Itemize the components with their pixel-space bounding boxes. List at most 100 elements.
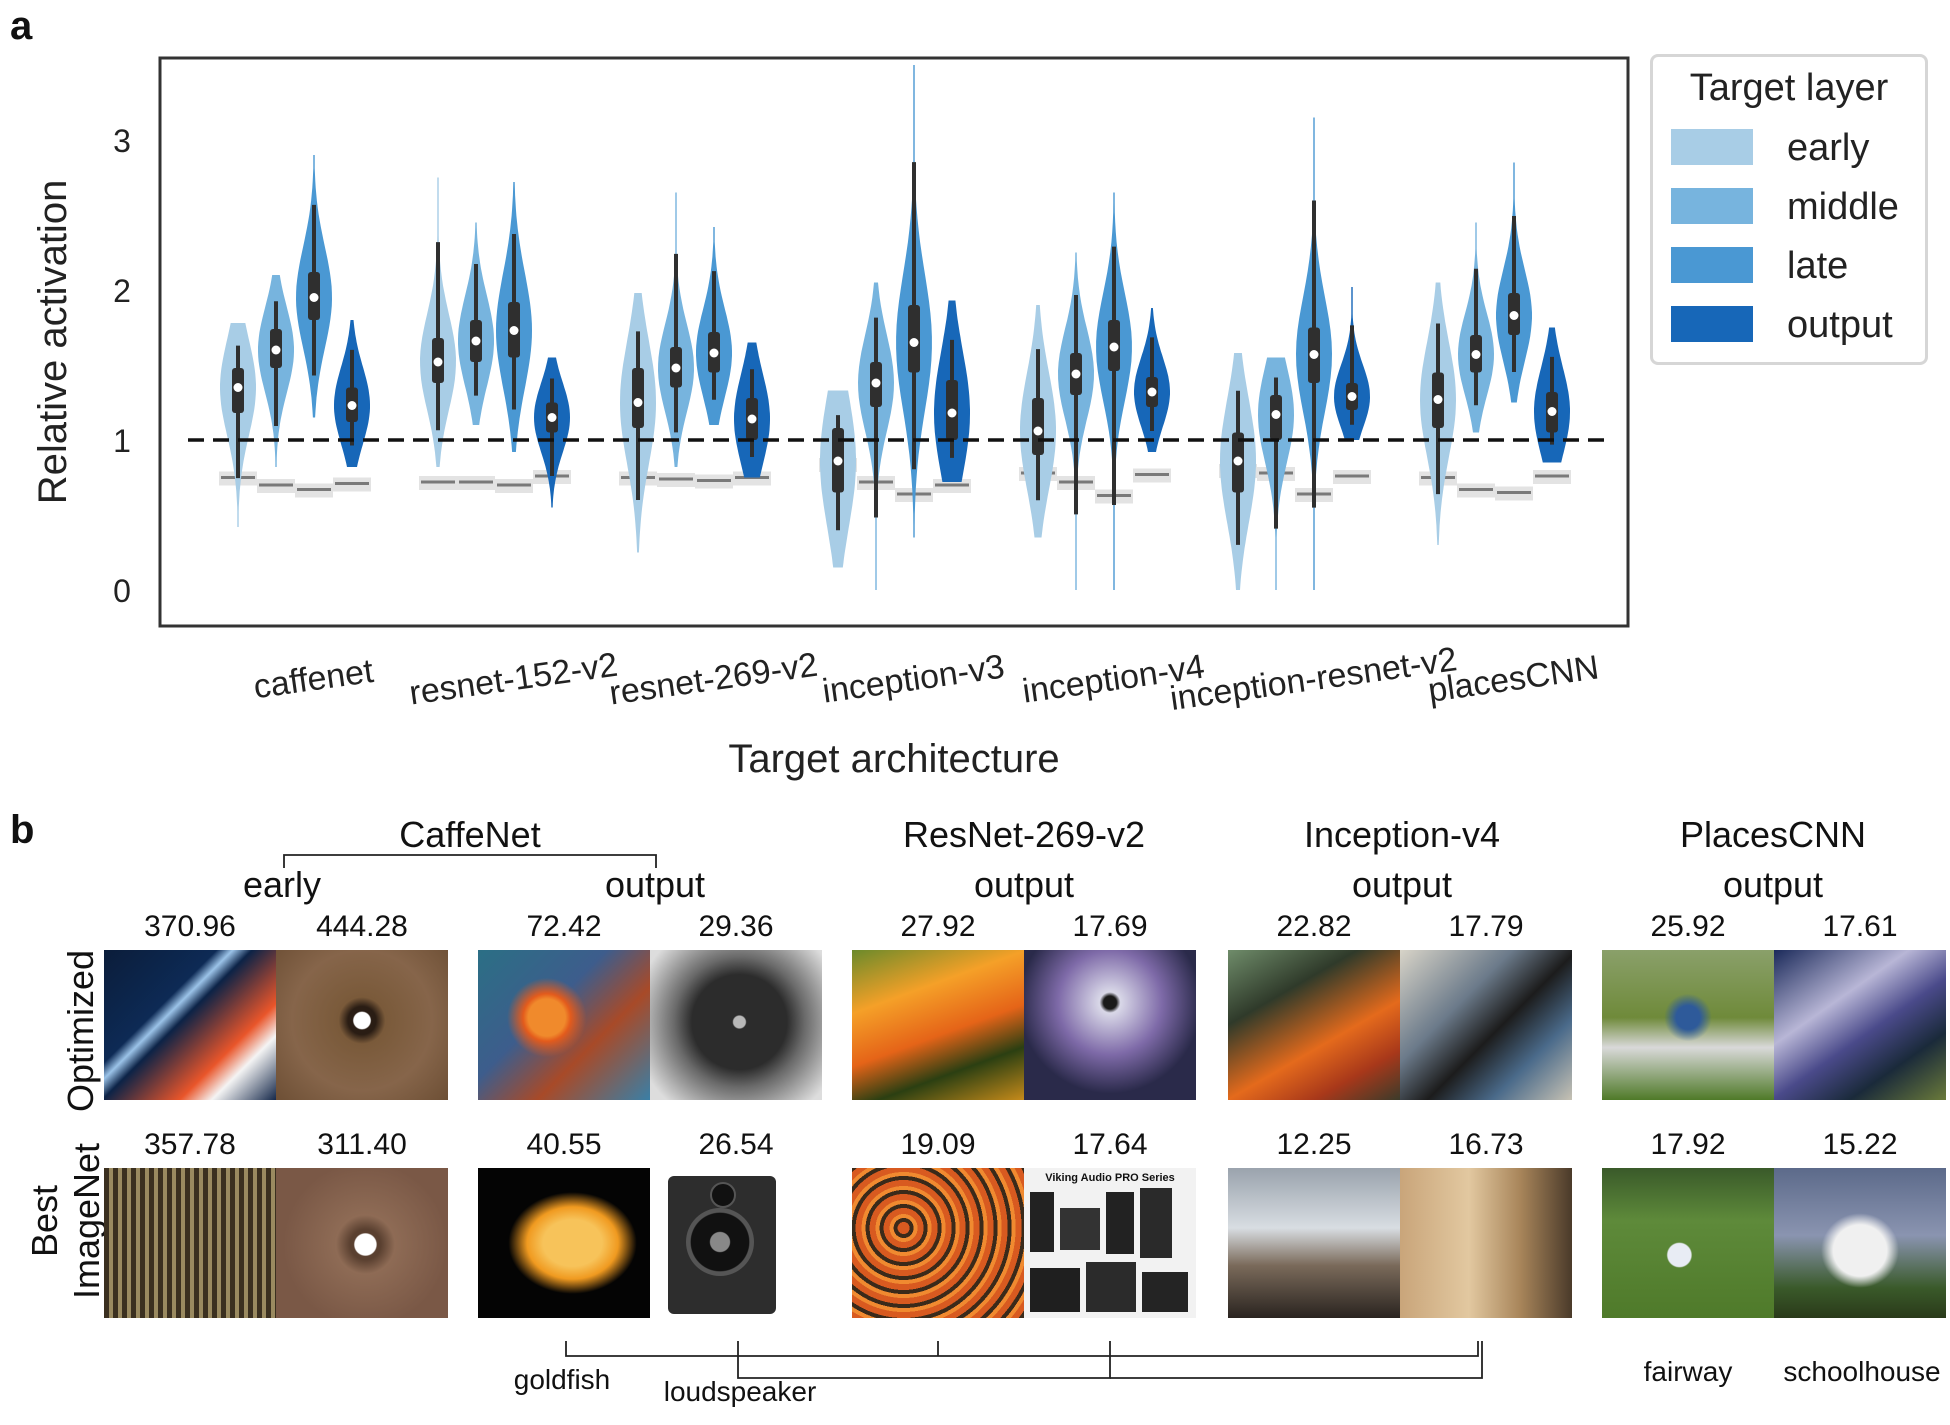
optimized-image [650,950,822,1100]
imagenet-image [852,1168,1024,1318]
optimized-image [1228,950,1400,1100]
score-optimized: 17.69 [1072,910,1148,943]
group-sub-caffenet-early: early [242,864,322,905]
legend-label: early [1787,127,1870,169]
violin-median [547,413,557,422]
speaker-banner: Viking Audio PRO Series [1045,1172,1175,1184]
score-best: 17.92 [1650,1128,1726,1161]
violin-median [1233,456,1243,466]
score-best: 19.09 [900,1128,976,1161]
optimized-image [276,950,448,1100]
plot-frame [158,56,1630,628]
imagenet-image [276,1168,448,1318]
optimized-image [1774,950,1946,1100]
imagenet-image [1228,1168,1400,1318]
group-sub-inception: output [1351,864,1453,905]
score-best: 311.40 [317,1128,407,1161]
violin-median [1433,395,1443,404]
score-optimized: 22.82 [1276,910,1352,943]
score-optimized: 370.96 [144,910,236,943]
violin-median [433,357,443,367]
class-label-fairway: fairway [1643,1356,1733,1387]
score-best: 15.22 [1822,1128,1898,1161]
optimized-image [1024,950,1196,1100]
violin-median [1271,410,1281,419]
legend: Target layer early middle late output [1650,54,1928,365]
score-optimized: 27.92 [900,910,976,943]
violin-median [1109,342,1119,352]
imagenet-image [1400,1168,1572,1318]
score-optimized: 17.61 [1822,910,1898,943]
score-optimized: 25.92 [1650,910,1726,943]
score-optimized: 17.79 [1448,910,1524,943]
score-optimized: 72.42 [526,910,602,943]
y-tick-label: 1 [113,423,131,459]
score-optimized: 29.36 [698,910,774,943]
violin-median [1033,426,1043,436]
class-label-goldfish: goldfish [513,1364,611,1395]
score-best: 357.78 [144,1128,236,1161]
group-sub-resnet: output [973,864,1075,905]
violin-median [1547,407,1557,416]
class-label-schoolhouse: schoolhouse [1783,1356,1941,1387]
violin-median [1071,369,1081,379]
imagenet-image [104,1168,276,1318]
violin-median [271,345,281,355]
y-tick-label: 0 [113,573,131,609]
violin-median [509,326,519,335]
legend-swatch [1671,129,1753,165]
violin-median [709,348,719,358]
imagenet-image-speakers: Viking Audio PRO Series [1024,1168,1196,1318]
legend-label: late [1787,245,1849,287]
violin-median [633,398,643,407]
score-best: 16.73 [1448,1128,1524,1161]
violin-layer [219,65,1571,590]
group-title-resnet: ResNet-269-v2 [902,814,1146,855]
legend-label: output [1787,304,1893,346]
violin-median [233,383,243,392]
violin-median [871,378,881,388]
score-optimized: 444.28 [316,910,408,943]
goldfish-connector [565,1341,1479,1357]
violin-median [1347,392,1357,401]
optimized-image [1400,950,1572,1100]
legend-label: middle [1787,186,1899,228]
score-best: 26.54 [698,1128,774,1161]
score-best: 12.25 [1276,1128,1352,1161]
legend-swatch [1671,247,1753,283]
score-best: 40.55 [526,1128,602,1161]
group-title-caffenet: CaffeNet [399,814,541,855]
optimized-image [104,950,276,1100]
imagenet-image-loudspeaker [650,1168,822,1318]
violin-median [1471,350,1481,359]
violin-median [1147,387,1157,397]
legend-swatch [1671,188,1753,224]
y-axis-ticks: 0 1 2 3 [113,123,131,609]
violin-median [947,408,957,418]
loudspeaker-connector-2 [1110,1341,1483,1379]
y-tick-label: 3 [113,123,131,159]
group-title-inception: Inception-v4 [1303,814,1501,855]
violin-median [833,456,843,466]
violin-median [309,293,319,302]
violin-median [671,363,681,373]
group-sub-caffenet-output: output [604,864,706,905]
legend-title: Target layer [1689,67,1889,109]
class-label-loudspeaker: loudspeaker [663,1376,817,1407]
panel-b-letter: b [10,808,35,852]
violin-median [747,414,757,424]
caffenet-bracket [283,854,657,868]
violin-median [909,338,919,347]
optimized-image [1602,950,1774,1100]
imagenet-image [1602,1168,1774,1318]
y-tick-label: 2 [113,273,131,309]
legend-swatch [1671,306,1753,342]
imagenet-image [478,1168,650,1318]
x-axis-label: Target architecture [728,737,1059,781]
optimized-image [478,950,650,1100]
score-best: 17.64 [1072,1128,1148,1161]
panel-a-letter: a [10,4,33,48]
violin-median [471,336,481,346]
